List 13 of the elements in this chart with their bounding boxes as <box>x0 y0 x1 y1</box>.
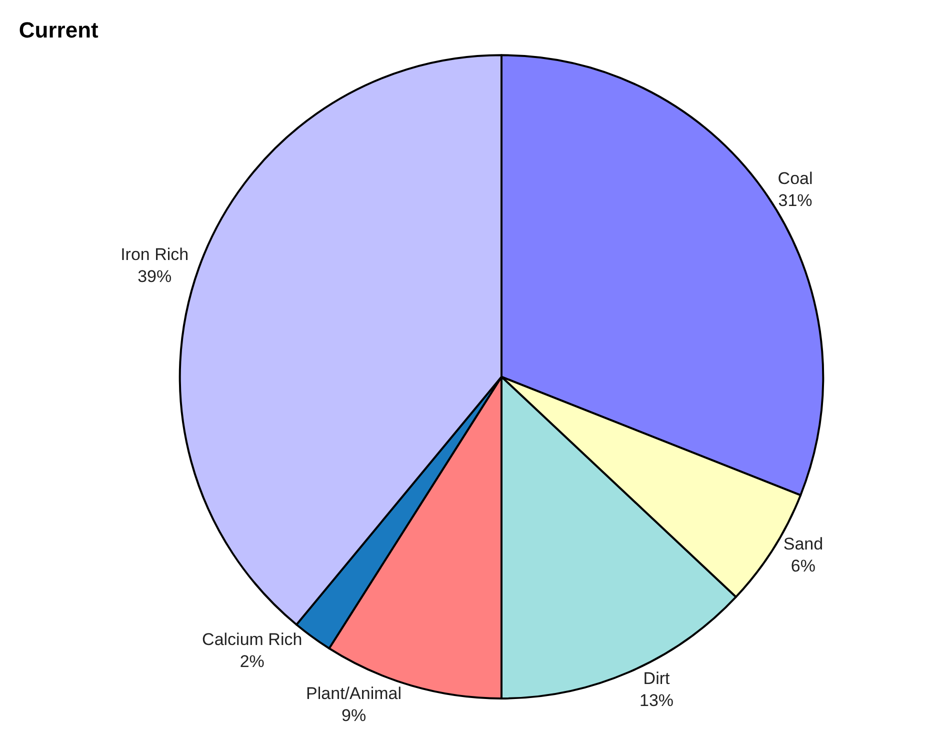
data-label: 13% <box>640 690 674 710</box>
data-label: 31% <box>778 191 812 210</box>
slice-label: Iron Rich <box>120 244 189 264</box>
data-label: 39% <box>138 267 172 286</box>
data-label: 9% <box>341 706 366 726</box>
data-label: 2% <box>240 652 264 672</box>
slice-label: Coal <box>778 168 813 188</box>
chart-title: Current <box>18 18 100 43</box>
data-label: 6% <box>790 556 816 576</box>
slice-label: Sand <box>783 534 824 554</box>
slice-label: Calcium Rich <box>202 630 302 649</box>
slice-label: Plant/Animal <box>306 684 402 704</box>
slice-label: Dirt <box>643 668 670 688</box>
